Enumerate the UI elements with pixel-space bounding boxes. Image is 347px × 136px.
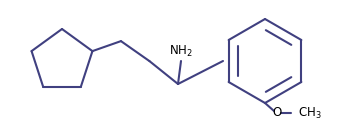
Text: CH$_3$: CH$_3$ — [298, 105, 322, 120]
Text: NH$_2$: NH$_2$ — [169, 44, 193, 59]
Text: O: O — [272, 106, 282, 120]
